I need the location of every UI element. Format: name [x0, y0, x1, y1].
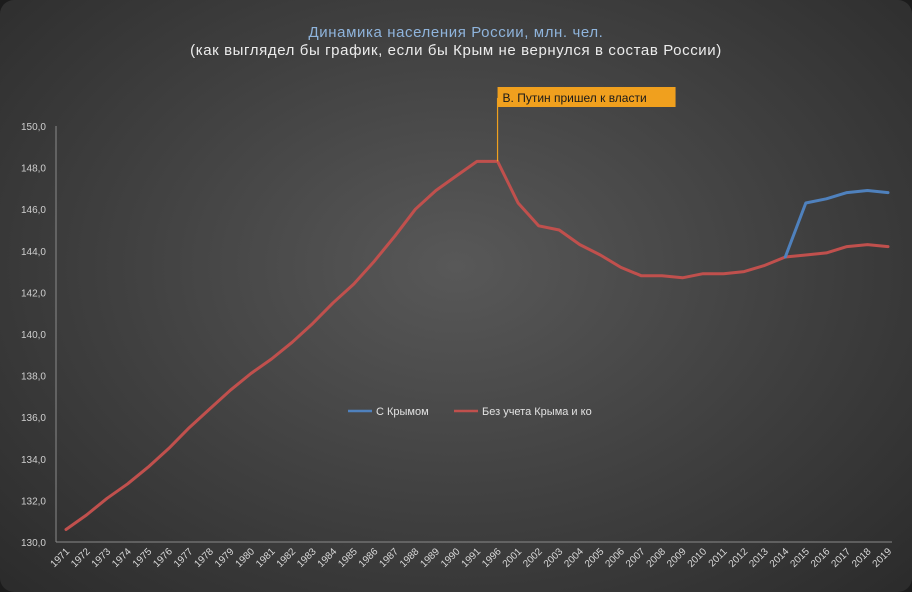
x-tick-label: 2003 [542, 546, 566, 570]
x-tick-label: 2011 [707, 546, 730, 569]
series-line-without-crimea [64, 159, 890, 531]
x-tick-label: 1978 [192, 546, 216, 570]
y-tick-label: 148,0 [21, 164, 46, 175]
x-tick-label: 2009 [665, 546, 689, 570]
x-tick-label: 2016 [809, 546, 833, 570]
x-tick-label: 1982 [275, 546, 299, 570]
y-tick-label: 142,0 [21, 288, 46, 299]
y-tick-label: 146,0 [21, 205, 46, 216]
y-tick-label: 138,0 [21, 372, 46, 383]
y-tick-label: 136,0 [21, 413, 46, 424]
annotation: В. Путин пришел к власти [496, 87, 676, 162]
x-tick-label: 2004 [562, 546, 586, 570]
y-axis-ticks: 130,0 132,0 134,0 136,0 138,0 140,0 142,0 144,0… [21, 122, 46, 549]
x-tick-label: 2014 [768, 546, 792, 570]
chart-title: Динамика населения России, млн. чел. [309, 24, 604, 41]
y-tick-label: 130,0 [21, 538, 46, 549]
y-tick-label: 140,0 [21, 330, 46, 341]
x-tick-label: 1988 [398, 546, 422, 570]
x-tick-label: 2012 [727, 546, 751, 570]
x-tick-label: 1983 [295, 546, 319, 570]
y-tick-label: 132,0 [21, 496, 46, 507]
x-tick-label: 1971 [49, 546, 73, 570]
annotation-label: В. Путин пришел к власти [503, 91, 647, 105]
x-tick-label: 1975 [131, 546, 155, 570]
x-tick-label: 1996 [480, 546, 504, 570]
x-tick-label: 2010 [686, 546, 710, 570]
x-tick-label: 1977 [172, 546, 196, 570]
y-tick-label: 150,0 [21, 122, 46, 133]
series-line-with-crimea [783, 189, 890, 259]
x-tick-label: 1984 [316, 546, 340, 570]
x-tick-label: 2001 [501, 546, 525, 570]
x-tick-label: 1987 [377, 546, 401, 570]
x-tick-label: 2007 [624, 546, 648, 570]
x-tick-label: 1972 [69, 546, 93, 570]
x-tick-label: 1991 [460, 546, 484, 570]
x-tick-label: 1979 [213, 546, 237, 570]
series-layer [64, 159, 890, 531]
y-tick-label: 144,0 [21, 247, 46, 258]
x-axis-ticks: 1971197219731974197519761977197819791980… [49, 546, 895, 570]
x-tick-label: 2019 [871, 546, 895, 570]
x-tick-label: 2013 [747, 546, 771, 570]
legend: С Крымом Без учета Крыма и ко [348, 406, 592, 418]
annotation-box [497, 87, 676, 107]
y-tick-label: 134,0 [21, 455, 46, 466]
x-tick-label: 1990 [439, 546, 463, 570]
x-tick-label: 2005 [583, 546, 607, 570]
x-tick-label: 1985 [336, 546, 360, 570]
x-tick-label: 2002 [521, 546, 545, 570]
x-tick-label: 1974 [110, 546, 134, 570]
legend-label: Без учета Крыма и ко [482, 406, 592, 418]
chart-subtitle: (как выглядел бы график, если бы Крым не… [190, 42, 722, 59]
x-tick-label: 1973 [90, 546, 114, 570]
x-tick-label: 2008 [645, 546, 669, 570]
x-tick-label: 2017 [830, 546, 854, 570]
x-tick-label: 2018 [850, 546, 874, 570]
x-tick-label: 1986 [357, 546, 381, 570]
legend-label: С Крымом [376, 406, 429, 418]
x-tick-label: 1981 [254, 546, 278, 570]
x-tick-label: 1980 [234, 546, 258, 570]
x-tick-label: 1976 [151, 546, 175, 570]
x-tick-label: 1989 [419, 546, 443, 570]
x-tick-label: 2006 [603, 546, 627, 570]
x-tick-label: 2015 [788, 546, 812, 570]
